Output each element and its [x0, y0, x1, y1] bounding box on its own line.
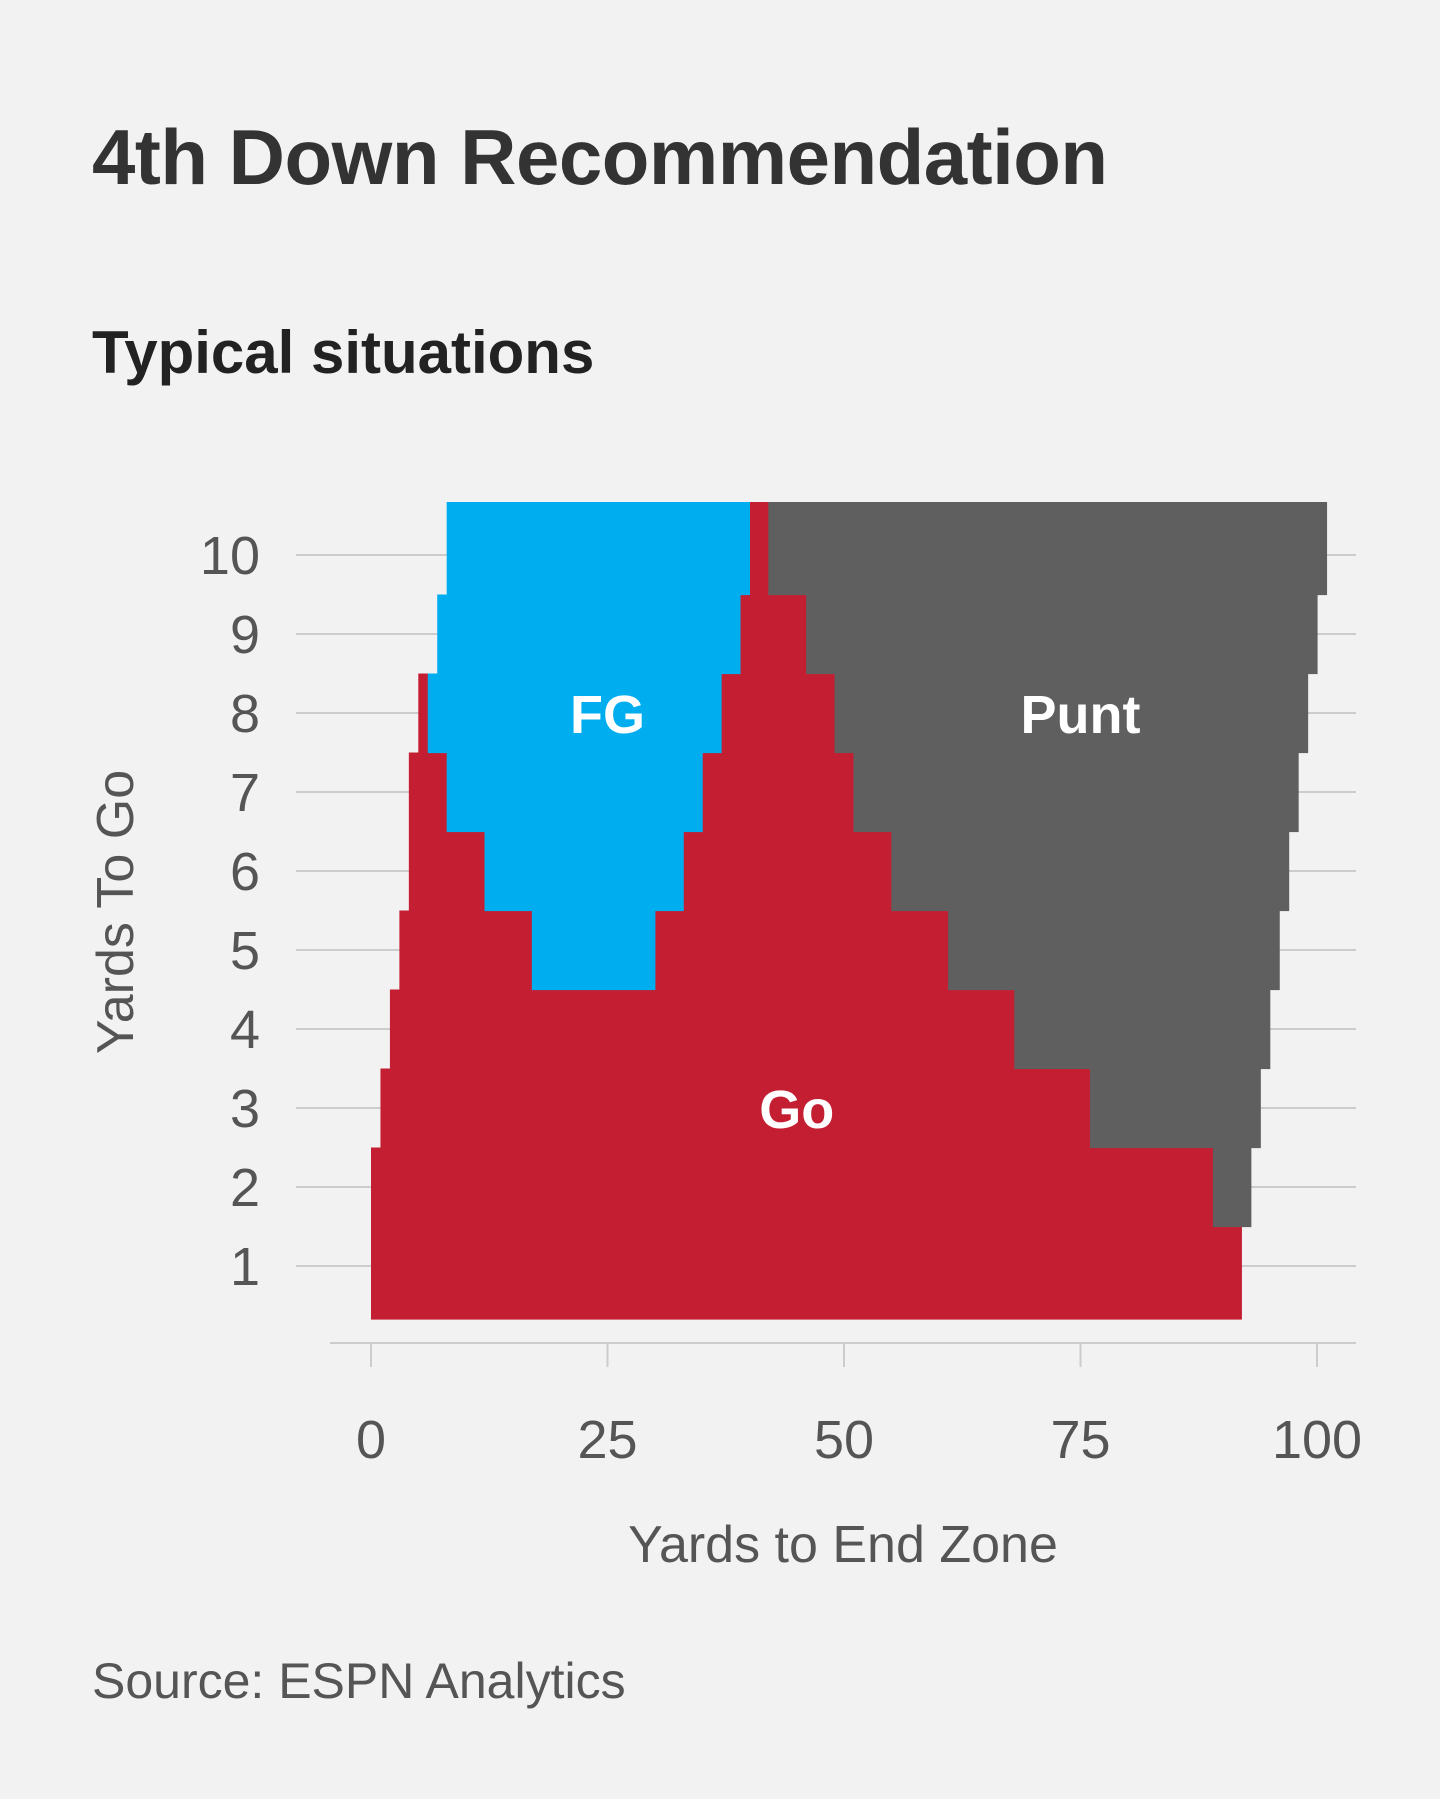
go-band-4-0 — [389, 989, 1015, 1070]
region-label-go: Go — [759, 1080, 834, 1140]
punt-band-7-0 — [853, 752, 1299, 833]
y-tick-label-3: 3 — [230, 1079, 260, 1139]
y-tick-label-6: 6 — [230, 842, 260, 902]
go-band-5-0 — [399, 910, 949, 991]
go-band-3-0 — [380, 1068, 1091, 1149]
series-go — [371, 502, 1242, 1320]
x-tick-label-75: 75 — [1050, 1410, 1110, 1470]
y-axis-label: Yards To Go — [87, 770, 145, 1054]
punt-band-5-0 — [948, 910, 1280, 991]
punt-band-6-0 — [891, 831, 1290, 912]
go-band-8-1 — [702, 673, 836, 754]
x-axis-label: Yards to End Zone — [628, 1516, 1058, 1574]
go-band-7-0 — [408, 752, 448, 833]
source-note: Source: ESPN Analytics — [92, 1653, 626, 1709]
punt-band-8-0 — [834, 673, 1309, 754]
chart-subtitle: Typical situations — [92, 319, 595, 386]
y-tick-label-2: 2 — [230, 1158, 260, 1218]
punt-band-9-0 — [806, 594, 1318, 675]
y-tick-label-10: 10 — [200, 526, 260, 586]
x-axis: 0 25 50 75 100 — [330, 1342, 1362, 1470]
punt-band-4-0 — [1014, 989, 1271, 1070]
y-tick-label-9: 9 — [230, 605, 260, 665]
fg-band-9-0 — [437, 594, 741, 675]
x-tick-label-25: 25 — [577, 1410, 637, 1470]
x-tick-label-50: 50 — [814, 1410, 874, 1470]
punt-band-3-0 — [1089, 1068, 1261, 1149]
fg-band-8-0 — [427, 673, 722, 754]
go-band-7-1 — [683, 752, 855, 833]
region-label-punt: Punt — [1021, 685, 1141, 745]
fg-band-5-0 — [531, 910, 656, 991]
punt-band-2-0 — [1212, 1147, 1252, 1228]
y-tick-label-1: 1 — [230, 1237, 260, 1297]
region-layer — [371, 502, 1328, 1320]
go-band-6-1 — [654, 831, 892, 912]
y-tick-label-5: 5 — [230, 921, 260, 981]
fg-band-7-0 — [446, 752, 703, 833]
punt-band-10-0 — [768, 502, 1328, 596]
region-label-fg: FG — [570, 685, 645, 745]
x-tick-label-100: 100 — [1272, 1410, 1362, 1470]
fg-band-10-0 — [446, 502, 750, 596]
x-tick-label-0: 0 — [356, 1410, 386, 1470]
region-label-layer: FG Punt Go — [570, 685, 1140, 1140]
chart-title: 4th Down Recommendation — [92, 113, 1108, 201]
go-band-2-0 — [371, 1147, 1214, 1228]
y-tick-label-7: 7 — [230, 763, 260, 823]
series-punt — [768, 502, 1328, 1228]
go-band-6-0 — [408, 831, 486, 912]
y-axis: 1 2 3 4 5 6 7 8 9 10 — [200, 526, 260, 1297]
y-tick-label-8: 8 — [230, 684, 260, 744]
fg-band-6-0 — [484, 831, 684, 912]
series-fg — [427, 502, 750, 991]
go-band-1-0 — [371, 1226, 1242, 1320]
y-tick-label-4: 4 — [230, 1000, 260, 1060]
go-band-10-0 — [749, 502, 769, 596]
